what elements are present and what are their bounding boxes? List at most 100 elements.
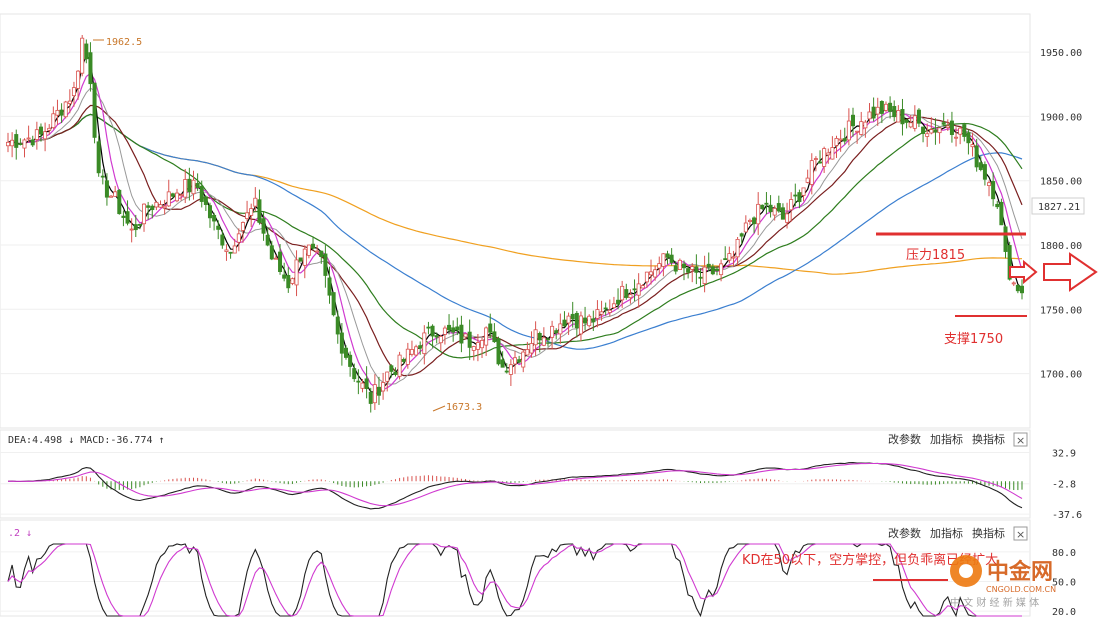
candle-body [653,269,658,278]
candle-body [673,265,678,272]
candle-body [306,244,311,256]
candle-body [962,124,967,137]
candle-body [921,126,926,134]
candle-body [756,203,761,225]
main-panel: 1950.00 1900.00 1850.00 1800.00 1750.00 1700.… [0,13,1098,429]
macd-toolbar: 改参数 加指标 换指标 × [888,432,1028,447]
candle-body [599,311,604,315]
candle-body [525,349,530,356]
kd-grid [0,551,1030,612]
candle-body [38,126,43,135]
watermark-name: 中金网 [987,559,1053,585]
kd-close-button[interactable] [1013,526,1028,541]
candle-body [315,250,320,253]
macd-close-button[interactable] [1013,432,1028,447]
candle-body [269,245,274,260]
candle-body [451,327,456,333]
candle-body [991,181,996,200]
candle-body [401,358,406,362]
candle-body [397,354,402,377]
candle-body [710,266,715,275]
ma30-line [7,104,1023,377]
candle-body [682,263,687,269]
candle-body [591,318,596,323]
candle-body [562,319,567,327]
candle-body [714,268,719,272]
candle-body [146,205,151,208]
price-tick-label: 1850.00 [1040,177,1082,188]
candle-body [484,327,489,346]
candle-body [566,315,571,324]
price-tick-label: 1800.00 [1040,241,1082,252]
candle-body [661,253,666,267]
candle-body [1015,284,1020,292]
candle-body [265,234,270,246]
candle-body [298,257,303,262]
candle-body [389,365,394,372]
macd-add-indicator-button[interactable]: 加指标 [930,432,963,446]
kd-switch-indicator-button[interactable]: 换指标 [972,526,1005,540]
candle-body [158,204,163,208]
current-price-box: 1827.21 [1031,197,1085,215]
ma20-line [7,87,1023,385]
candle-body [607,309,612,313]
candle-body [475,342,480,350]
main-grid [0,51,1030,375]
candle-body [228,251,233,254]
candle-body [302,248,307,266]
candle-body [356,380,361,383]
candle-body [71,87,76,97]
candle-body [521,351,526,368]
candle-body [929,129,934,134]
candle-body [179,194,184,197]
candle-body [760,204,765,210]
candle-body [405,348,410,365]
candle-body [63,101,68,118]
kd-add-indicator-button[interactable]: 加指标 [930,526,963,540]
macd-switch-indicator-button[interactable]: 换指标 [972,432,1005,446]
candle-body [162,205,167,209]
candle-body [644,271,649,283]
candle-body [958,127,963,135]
candle-body [257,199,262,223]
close-icon: × [1016,528,1025,541]
kd-params-button[interactable]: 改参数 [888,526,921,540]
candle-body [10,139,15,147]
candle-body [311,243,316,249]
candle-body [797,192,802,203]
candle-body [892,106,897,118]
candle-body [348,354,353,367]
candle-body [813,158,818,160]
candle-body [863,121,868,129]
candle-body [904,119,909,123]
candle-body [504,370,509,373]
candle-body [896,110,901,123]
candle-body [224,249,229,252]
candle-body [925,133,930,137]
candle-body [1003,226,1008,252]
candle-body [558,323,563,335]
candle-body [611,303,616,309]
candle-body [809,160,814,185]
candle-body [805,177,810,183]
candle-body [26,137,31,140]
candle-body [319,250,324,258]
candle-body [785,213,790,223]
candle-body [554,330,559,334]
macd-params-button[interactable]: 改参数 [888,432,921,446]
candle-body [183,179,188,198]
support-label: 支撑1750 [944,332,1003,347]
candle-body [80,37,85,74]
kd-header: .2 ↓ [8,528,32,539]
candle-body [100,175,105,178]
kd-note: KD在50以下，空方掌控，但负乖离已经扩大 [742,552,998,568]
candle-body [121,215,126,218]
candle-body [677,259,682,270]
candle-body [199,185,204,202]
candle-body [245,212,250,220]
candle-body [533,329,538,346]
candle-body [150,205,155,211]
kd-d-line [7,543,1022,617]
low-marker: 1673.3 [432,402,482,413]
candle-body [620,285,625,301]
